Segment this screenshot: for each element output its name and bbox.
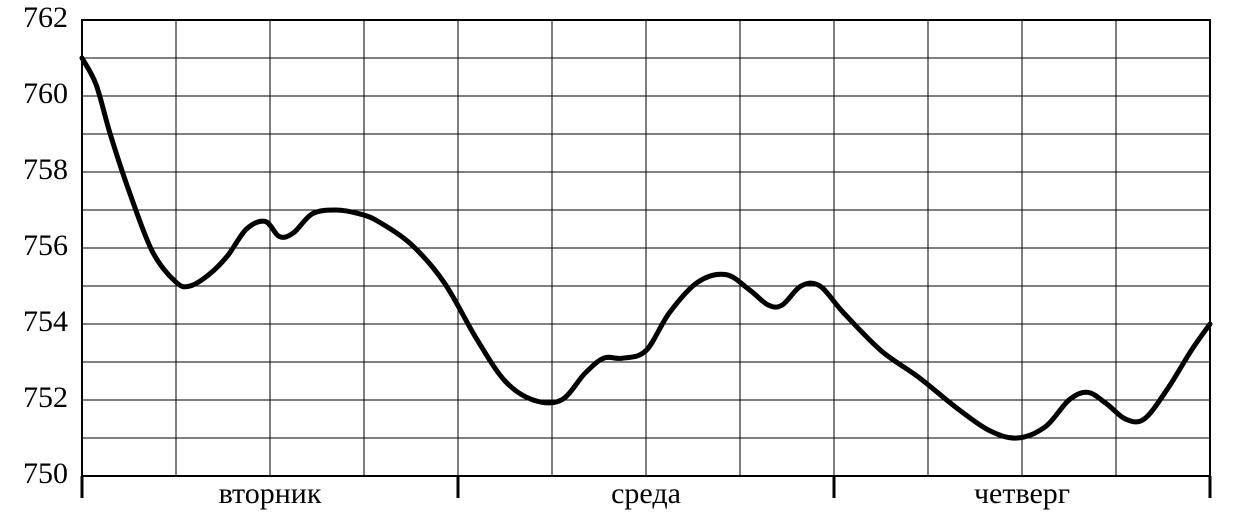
x-day-label: вторник [219, 477, 322, 510]
chart-svg: 750 752 754 756 758 760 762 вторник среда четверг [0, 0, 1239, 527]
y-tick-label: 758 [23, 153, 68, 186]
y-tick-label: 754 [23, 305, 68, 338]
y-tick-label: 756 [23, 229, 68, 262]
y-tick-label: 750 [23, 457, 68, 490]
y-tick-label: 752 [23, 381, 68, 414]
x-day-label: четверг [974, 477, 1070, 510]
x-day-label: среда [611, 477, 681, 510]
y-tick-label: 762 [23, 1, 68, 34]
y-tick-label: 760 [23, 77, 68, 110]
pressure-chart: 750 752 754 756 758 760 762 вторник среда четверг [0, 0, 1239, 527]
